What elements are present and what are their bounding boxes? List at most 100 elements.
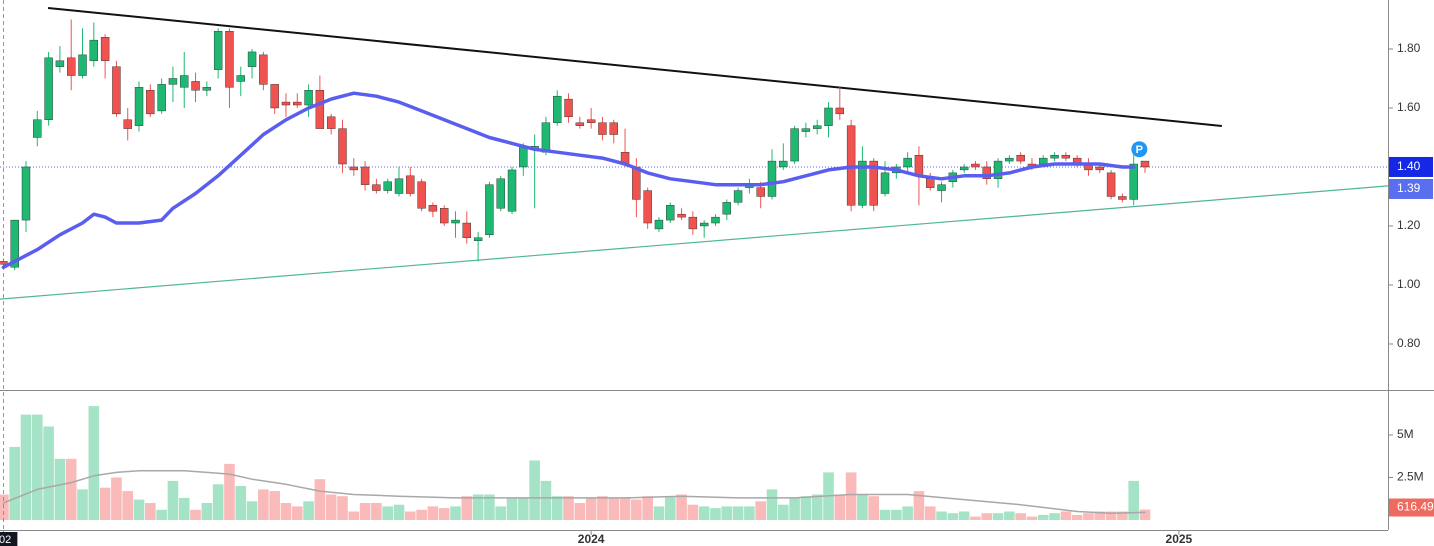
volume-bar — [811, 494, 823, 520]
volume-bar — [924, 506, 936, 520]
volume-bar — [1128, 480, 1139, 520]
volume-bar — [1083, 513, 1094, 520]
volume-bar — [789, 497, 800, 520]
volume-bar — [359, 503, 371, 520]
volume-bar — [99, 487, 111, 520]
volume-bar — [800, 496, 812, 520]
candle-body — [281, 101, 291, 106]
candle-body — [44, 57, 53, 120]
candle-body — [824, 107, 833, 126]
volume-bar — [235, 486, 247, 520]
volume-bar — [958, 511, 970, 520]
candle-body — [67, 57, 76, 76]
volume-bar — [156, 509, 167, 520]
candle-body — [564, 98, 573, 118]
y-tick-label: 1.20 — [1397, 218, 1421, 232]
volume-bar — [111, 477, 122, 520]
candle-body — [790, 128, 799, 162]
volume-bar — [845, 472, 857, 520]
candle-body — [926, 178, 935, 188]
volume-bar — [574, 503, 586, 520]
candle-body — [1140, 160, 1150, 168]
candle-body — [586, 119, 596, 123]
volume-bar — [913, 491, 925, 520]
volume-bar — [732, 506, 744, 520]
candle-body — [914, 154, 924, 177]
price-badge — [1389, 178, 1433, 199]
candle-body — [1016, 154, 1025, 162]
volume-bar — [472, 494, 484, 520]
volume-bar — [834, 494, 846, 520]
candle-body — [971, 163, 980, 168]
volume-bar — [981, 513, 993, 520]
candle-body — [643, 190, 652, 224]
volume-badge — [1389, 498, 1434, 517]
volume-bar — [145, 503, 156, 520]
candle-body — [372, 184, 381, 191]
candle-body — [146, 90, 155, 115]
volume-bar — [947, 513, 959, 520]
volume-bar — [9, 446, 20, 520]
candle-body — [733, 190, 743, 203]
candle-body — [157, 84, 166, 112]
volume-bar — [608, 497, 620, 520]
volume-tick-label: 5M — [1397, 427, 1414, 441]
candle-body — [383, 181, 392, 191]
candle-body — [519, 146, 528, 168]
volume-bar — [65, 458, 77, 520]
volume-bar — [269, 491, 280, 520]
candle-body — [338, 128, 347, 165]
candle-body — [236, 75, 245, 82]
volume-bar — [371, 503, 382, 520]
volume-bar — [382, 506, 393, 520]
volume-bar — [936, 511, 947, 520]
x-tick-label: 2024 — [578, 532, 605, 546]
candle-body — [213, 31, 223, 70]
volume-bar — [212, 484, 224, 520]
volume-bar — [0, 494, 9, 520]
candle-body — [1106, 172, 1116, 197]
candle-body — [168, 78, 178, 85]
candle-body — [654, 219, 664, 230]
y-tick-label: 0.80 — [1397, 336, 1421, 350]
volume-bar — [393, 504, 405, 520]
volume-bar — [1060, 511, 1072, 520]
candle-body — [33, 119, 42, 138]
volume-bar — [1015, 513, 1026, 520]
candle-body — [666, 205, 675, 221]
volume-bar — [1037, 514, 1049, 520]
candle-body — [394, 178, 404, 194]
ma-line — [2, 469, 1146, 514]
candle-body — [858, 160, 867, 206]
volume-bar — [518, 497, 529, 520]
candle-body — [959, 166, 969, 171]
volume-bar — [337, 496, 348, 520]
volume-bar — [325, 494, 337, 520]
candle-body — [880, 172, 890, 194]
volume-bar — [687, 504, 699, 520]
volume-bar — [710, 508, 721, 520]
candle-body — [123, 119, 132, 129]
candle-body — [1061, 154, 1071, 159]
volume-bar — [721, 506, 733, 520]
candle-body — [293, 101, 302, 106]
trendline — [0, 185, 1389, 300]
candle-body — [417, 181, 426, 209]
candle-body — [326, 116, 336, 129]
volume-bar — [122, 491, 134, 520]
candle-body — [247, 51, 257, 67]
candle-body — [349, 166, 358, 171]
candle-body — [315, 90, 325, 129]
candle-body — [202, 87, 212, 91]
candle-body — [801, 128, 811, 132]
volume-bar — [1026, 516, 1038, 520]
candle-body — [609, 122, 618, 135]
volume-bar — [280, 503, 292, 520]
candle-body — [78, 54, 87, 76]
candle-body — [1129, 163, 1138, 200]
y-tick-label: 1.80 — [1397, 41, 1421, 55]
candle-body — [191, 81, 200, 91]
price-badge — [1389, 156, 1433, 177]
candle-body — [112, 66, 121, 115]
volume-bar — [314, 479, 326, 520]
